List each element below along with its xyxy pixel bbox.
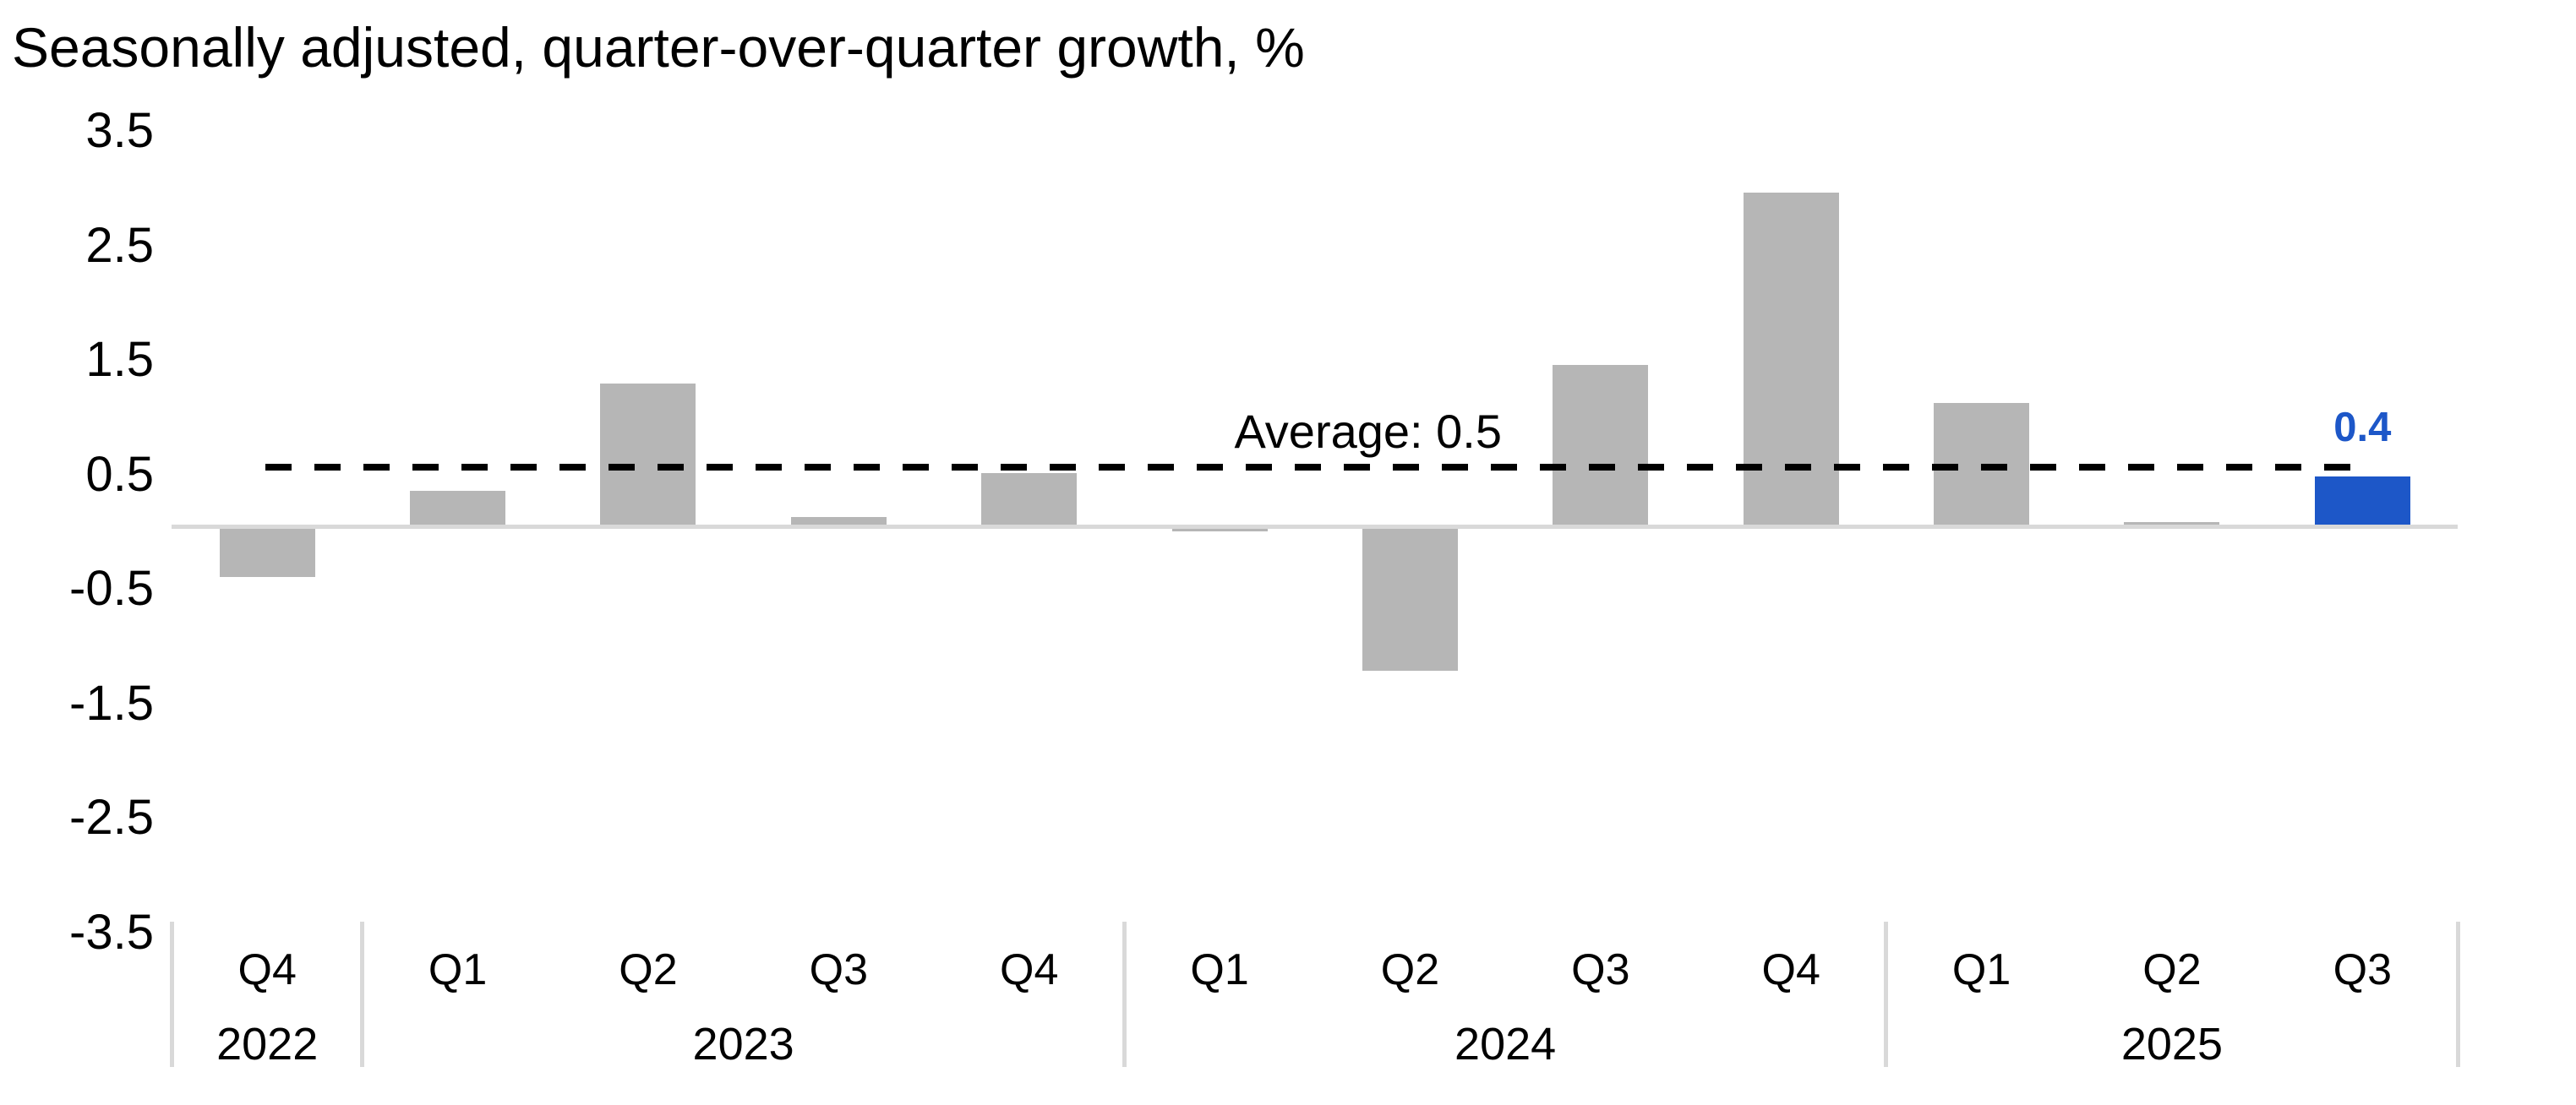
year-label-2024: 2024 [1454, 1019, 1557, 1070]
y-tick-label-2.5: 2.5 [85, 217, 154, 273]
y-tick-label-0.5: 0.5 [85, 446, 154, 502]
x-label-q2-2023: Q2 [619, 945, 678, 994]
bar-q3-2023 [790, 517, 887, 527]
bar-q3-2025 [2314, 476, 2410, 527]
year-label-2022: 2022 [216, 1019, 319, 1070]
y-tick-label-1.5: 1.5 [85, 332, 154, 388]
bar-q4-2023 [981, 472, 1078, 527]
x-label-q1-2024: Q1 [1190, 945, 1249, 994]
year-separator-2 [1122, 922, 1127, 1067]
bar-q2-2025 [2124, 521, 2220, 527]
x-label-q3-2023: Q3 [809, 945, 868, 994]
x-label-q2-2024: Q2 [1380, 945, 1440, 994]
year-separator-4 [2455, 922, 2460, 1067]
zero-baseline [172, 525, 2458, 529]
year-separator-0 [170, 922, 174, 1067]
y-tick-label--1.5: -1.5 [69, 675, 154, 731]
average-label: Average: 0.5 [1234, 405, 1502, 458]
x-label-q4-2024: Q4 [1761, 945, 1820, 994]
x-label-q4-2022: Q4 [237, 945, 297, 994]
y-tick-label--3.5: -3.5 [69, 904, 154, 960]
x-label-q3-2024: Q3 [1571, 945, 1630, 994]
x-label-q2-2025: Q2 [2142, 945, 2202, 994]
bar-q1-2024 [1171, 526, 1268, 531]
bar-q2-2023 [600, 383, 696, 527]
year-separator-1 [360, 922, 365, 1067]
bar-q2-2024 [1362, 526, 1458, 672]
x-label-q3-2025: Q3 [2333, 945, 2392, 994]
y-tick-label--2.5: -2.5 [69, 790, 154, 846]
year-separator-3 [1884, 922, 1889, 1067]
x-label-q1-2025: Q1 [1951, 945, 2011, 994]
bar-q1-2023 [410, 491, 506, 527]
year-label-2025: 2025 [2120, 1019, 2223, 1070]
y-tick-label-3.5: 3.5 [85, 103, 154, 159]
average-dashed-line [265, 464, 2368, 471]
chart-title: Seasonally adjusted, quarter-over-quarte… [12, 16, 1305, 79]
bar-q4-2024 [1743, 192, 1839, 527]
x-label-q1-2023: Q1 [428, 945, 488, 994]
x-label-q4-2023: Q4 [1000, 945, 1059, 994]
year-label-2023: 2023 [692, 1019, 794, 1070]
bar-q4-2022 [219, 526, 315, 577]
highlight-value-label: 0.4 [2333, 405, 2392, 450]
y-tick-label--0.5: -0.5 [69, 561, 154, 617]
bar-q3-2024 [1553, 365, 1649, 527]
